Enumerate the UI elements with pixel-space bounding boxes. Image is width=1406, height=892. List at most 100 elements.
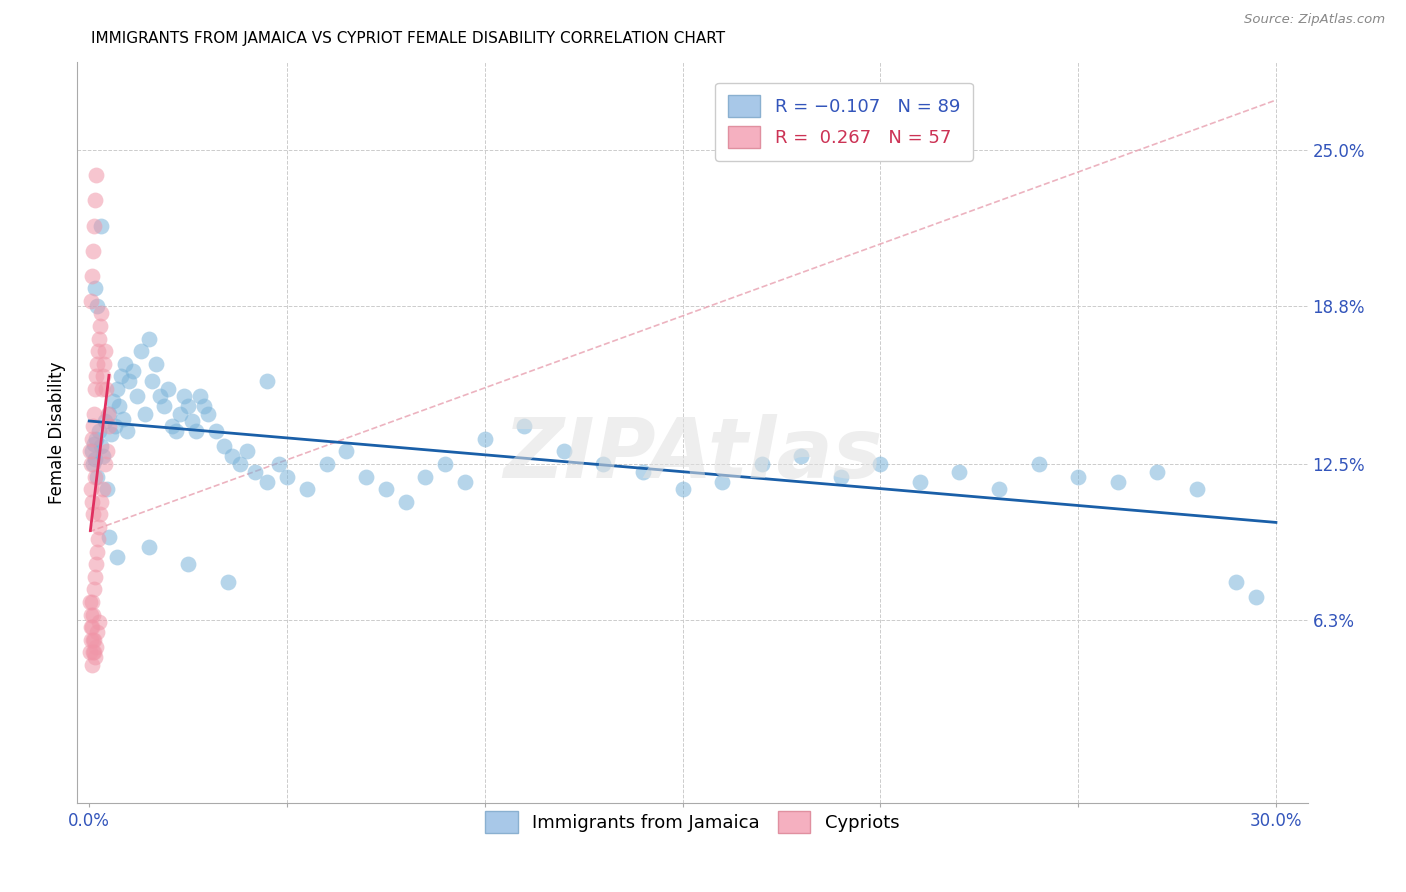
Point xyxy=(86,469,108,483)
Point xyxy=(592,457,614,471)
Point xyxy=(79,595,101,609)
Point xyxy=(82,657,104,672)
Point xyxy=(82,595,104,609)
Point xyxy=(434,457,457,471)
Point xyxy=(157,382,180,396)
Point xyxy=(110,369,132,384)
Point xyxy=(1028,457,1050,471)
Point xyxy=(84,469,107,483)
Point xyxy=(830,469,852,483)
Point xyxy=(671,482,693,496)
Point xyxy=(98,419,121,434)
Point xyxy=(1185,482,1208,496)
Point xyxy=(101,394,124,409)
Point xyxy=(80,482,103,496)
Point xyxy=(138,540,160,554)
Point xyxy=(236,444,259,458)
Point xyxy=(869,457,891,471)
Point xyxy=(197,407,219,421)
Legend: Immigrants from Jamaica, Cypriots: Immigrants from Jamaica, Cypriots xyxy=(477,802,908,842)
Point xyxy=(84,570,107,584)
Point xyxy=(149,389,172,403)
Point xyxy=(631,465,654,479)
Point xyxy=(87,520,110,534)
Point xyxy=(87,331,110,345)
Point xyxy=(79,645,101,659)
Point xyxy=(87,425,110,439)
Point xyxy=(84,452,107,467)
Point xyxy=(83,407,105,421)
Point xyxy=(711,475,734,489)
Point xyxy=(86,299,108,313)
Point xyxy=(177,399,200,413)
Point xyxy=(395,494,418,508)
Point xyxy=(82,244,104,258)
Point xyxy=(181,414,204,428)
Point xyxy=(1244,590,1267,604)
Point xyxy=(145,357,167,371)
Point xyxy=(988,482,1011,496)
Point xyxy=(91,450,114,464)
Point xyxy=(115,425,138,439)
Point xyxy=(245,465,267,479)
Point xyxy=(118,374,141,388)
Point xyxy=(177,558,200,572)
Point xyxy=(90,219,112,233)
Point xyxy=(91,482,114,496)
Point xyxy=(228,457,250,471)
Point xyxy=(1225,574,1247,589)
Point xyxy=(94,382,117,396)
Point xyxy=(82,268,104,283)
Point xyxy=(169,407,191,421)
Point xyxy=(415,469,437,483)
Point xyxy=(165,425,187,439)
Point xyxy=(94,414,117,428)
Point xyxy=(90,494,112,508)
Point xyxy=(129,344,152,359)
Point xyxy=(83,632,105,647)
Point xyxy=(138,331,160,345)
Point xyxy=(193,399,215,413)
Point xyxy=(96,482,118,496)
Point xyxy=(256,475,278,489)
Point xyxy=(474,432,496,446)
Point xyxy=(751,457,773,471)
Text: Source: ZipAtlas.com: Source: ZipAtlas.com xyxy=(1244,13,1385,27)
Point xyxy=(98,530,121,544)
Point xyxy=(86,558,108,572)
Point xyxy=(80,632,103,647)
Point xyxy=(454,475,477,489)
Point xyxy=(335,444,357,458)
Point xyxy=(82,607,104,622)
Point xyxy=(908,475,931,489)
Point xyxy=(221,450,243,464)
Point xyxy=(80,457,103,471)
Point xyxy=(513,419,536,434)
Point xyxy=(82,494,104,508)
Point xyxy=(82,632,104,647)
Point xyxy=(374,482,396,496)
Y-axis label: Female Disability: Female Disability xyxy=(48,361,66,504)
Point xyxy=(100,426,122,441)
Point xyxy=(87,344,110,359)
Point xyxy=(82,620,104,634)
Point xyxy=(134,407,156,421)
Point xyxy=(80,607,103,622)
Point xyxy=(267,457,290,471)
Point xyxy=(1067,469,1090,483)
Point xyxy=(86,640,108,655)
Point xyxy=(91,369,114,384)
Point xyxy=(276,469,298,483)
Point xyxy=(108,399,131,413)
Point xyxy=(256,374,278,388)
Point xyxy=(1107,475,1129,489)
Point xyxy=(86,625,108,640)
Point xyxy=(84,650,107,665)
Point xyxy=(90,382,112,396)
Point xyxy=(97,407,120,421)
Point xyxy=(86,169,108,183)
Point xyxy=(83,582,105,597)
Point xyxy=(153,399,176,413)
Point xyxy=(90,306,112,320)
Point xyxy=(82,432,104,446)
